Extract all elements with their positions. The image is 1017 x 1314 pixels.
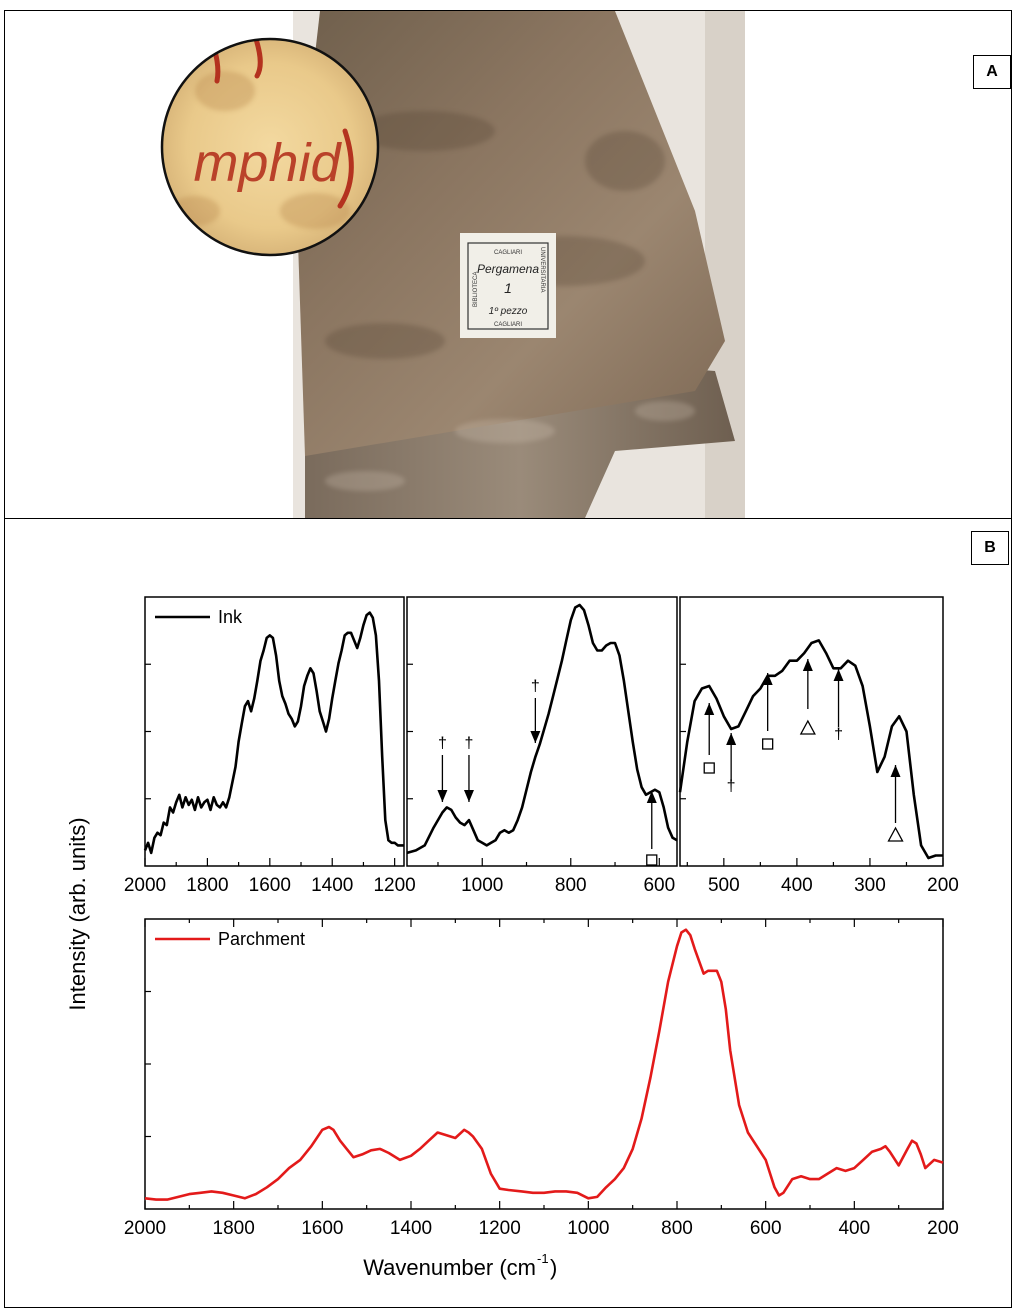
x-tick-label: 400 [781, 875, 813, 896]
spectrum-line [406, 603, 678, 855]
x-tick-label: 1200 [479, 1218, 521, 1239]
x-tick-label: 1200 [373, 875, 415, 896]
x-tick-label: 1800 [186, 875, 228, 896]
x-tick-label: 400 [838, 1218, 870, 1239]
x-tick-label: 600 [750, 1218, 782, 1239]
panel-a-tag: A [973, 55, 1011, 89]
parchment-spectrum-panel: 2000 1800 1600 1400 1200 1000 800 600 400 200 Parc… [124, 918, 959, 1239]
plot-frame [144, 918, 944, 1210]
x-axis-label: Wavenumber (cm [363, 1255, 536, 1280]
dagger-symbol: † [465, 735, 474, 752]
panel-b-tag: B [971, 531, 1009, 565]
annotation-arrowhead [530, 731, 541, 743]
label-text-top: CAGLIARI [494, 250, 522, 256]
y-axis-label: Intensity (arb. units) [65, 817, 90, 1010]
square-symbol [646, 854, 658, 866]
x-tick-label: 1000 [461, 875, 503, 896]
annotation-arrowhead [646, 791, 657, 803]
dagger-symbol: † [834, 726, 843, 743]
ink-magnified-inset: mphid [160, 37, 380, 257]
spectrum-line [143, 611, 404, 855]
x-tick-label: 1600 [249, 875, 291, 896]
annotation-arrowhead [762, 673, 773, 685]
x-tick-label: 1600 [301, 1218, 343, 1239]
annotation-arrowhead [890, 765, 901, 777]
dagger-symbol: † [531, 678, 540, 695]
x-tick-label: 500 [708, 875, 740, 896]
square-symbol [703, 762, 715, 774]
x-axis-label-close: ) [550, 1255, 557, 1280]
x-tick-label: 2000 [124, 875, 166, 896]
x-tick-label: 1000 [567, 1218, 609, 1239]
plot-frame [406, 596, 678, 867]
x-tick-label: 600 [643, 875, 675, 896]
ink-spectrum-panel-2: 1000 800 600 [406, 596, 678, 896]
x-tick-label: 300 [854, 875, 886, 896]
annotation-arrowhead [726, 733, 737, 745]
band-annotations: † † † † † [437, 659, 904, 866]
label-text-right: UNIVERSITARIA [539, 247, 545, 293]
x-tick-label: 1400 [390, 1218, 432, 1239]
dagger-symbol: † [727, 778, 736, 795]
legend-label: Ink [218, 607, 243, 627]
ink-spectrum-panel-1: 2000 1800 1600 1400 1200 Ink [124, 596, 416, 896]
label-text-number: 1 [504, 280, 512, 296]
x-tick-label: 2000 [124, 1218, 166, 1239]
legend-label: Parchment [218, 929, 305, 949]
x-tick-label: 1400 [311, 875, 353, 896]
panel-a: CAGLIARI BIBLIOTECA UNIVERSITARIA Pergam… [4, 10, 1012, 519]
parchment-photo: CAGLIARI BIBLIOTECA UNIVERSITARIA Pergam… [160, 11, 745, 518]
x-tick-label: 800 [555, 875, 587, 896]
raman-spectra-chart: 2000 1800 1600 1400 1200 Ink 1000 800 600 500 40… [65, 596, 959, 1280]
x-tick-label: 200 [927, 1218, 959, 1239]
annotation-arrowhead [704, 703, 715, 715]
panel-b: B 2000 1800 1600 1400 1200 Ink 1000 800 600 500… [4, 518, 1012, 1308]
spectrum-line [144, 928, 944, 1201]
label-text-left: BIBLIOTECA [473, 272, 479, 307]
ink-spectrum-panel-3: 500 400 300 200 [678, 596, 959, 896]
triangle-symbol [887, 826, 904, 842]
label-text-pezzo: 1º pezzo [489, 306, 528, 317]
square-symbol [762, 738, 774, 750]
annotation-arrowhead [463, 790, 474, 802]
plot-frame [679, 596, 944, 867]
annotation-arrowhead [437, 790, 448, 802]
annotation-arrowhead [833, 669, 844, 681]
x-axis-label-superscript: -1 [537, 1251, 549, 1266]
x-tick-label: 800 [661, 1218, 693, 1239]
inset-ink-text: mphid [193, 133, 342, 193]
dagger-symbol: † [438, 735, 447, 752]
plot-frame [144, 596, 405, 867]
label-text-bottom: CAGLIARI [494, 322, 522, 328]
x-tick-label: 1800 [213, 1218, 255, 1239]
label-text-pergamena: Pergamena [477, 262, 539, 276]
x-tick-label: 200 [927, 875, 959, 896]
spectrum-line [678, 639, 943, 860]
library-label: CAGLIARI BIBLIOTECA UNIVERSITARIA Pergam… [460, 233, 556, 338]
annotation-arrowhead [802, 659, 813, 671]
triangle-symbol [799, 719, 816, 735]
